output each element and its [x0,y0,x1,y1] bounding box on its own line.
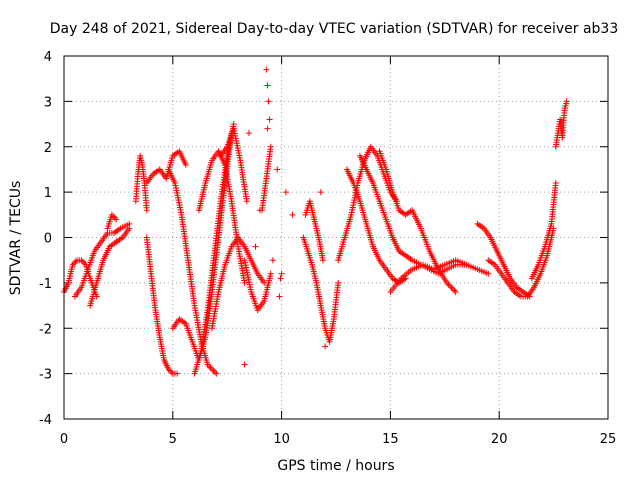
y-tick-label: 4 [44,50,52,65]
data-point [322,343,329,350]
data-point [243,198,250,205]
data-point [264,125,271,132]
x-tick-label: 15 [382,432,399,447]
data-point [266,116,273,123]
data-point [211,369,218,376]
data-point [265,98,272,105]
data-point [263,66,270,73]
data-point [113,216,120,223]
data-point [278,270,285,277]
data-point [448,284,455,291]
x-tick-label: 5 [169,432,177,447]
data-point [451,287,458,294]
y-tick-label: -3 [39,368,52,383]
data-point [449,285,456,292]
data-point [289,211,296,218]
data-point [452,288,459,295]
data-point [485,270,492,277]
y-tick-labels: -4 -3 -2 -1 0 1 2 3 4 [39,50,52,428]
x-axis-label: GPS time / hours [277,458,394,474]
data-point [317,189,324,196]
y-tick-label: -2 [39,322,52,337]
data-point [213,370,220,377]
y-tick-label: 2 [44,141,52,156]
data-point [563,98,570,105]
x-tick-label: 0 [60,432,68,447]
data-point [319,257,326,264]
x-tick-labels: 0 5 10 15 20 25 [60,432,616,447]
data-point [282,189,289,196]
data-point [111,214,118,221]
y-tick-label: 0 [44,232,52,247]
data-point [168,369,175,376]
data-point [264,82,271,89]
data-points [61,66,570,377]
data-point [335,279,342,286]
data-point [445,281,452,288]
data-point [446,282,453,289]
data-point [267,143,274,150]
data-point [256,207,263,214]
y-tick-label: 3 [44,95,52,110]
x-tick-label: 20 [491,432,508,447]
data-point [274,166,281,173]
data-point [182,161,189,168]
data-point [174,370,181,377]
data-point [252,243,259,250]
data-point [241,361,248,368]
data-point [207,364,214,371]
data-point [552,180,559,187]
data-point [143,207,150,214]
y-axis-label: SDTVAR / TECUs [8,181,24,296]
plot-frame [63,55,609,420]
data-point [210,367,217,374]
y-tick-label: 1 [44,186,52,201]
data-point [277,275,284,282]
data-point [79,258,86,265]
y-tick-label: -4 [39,413,52,428]
x-tick-label: 10 [273,432,290,447]
data-point [245,130,252,137]
data-point [126,225,133,232]
chart-title: Day 248 of 2021, Sidereal Day-to-day VTE… [50,21,619,37]
data-point [241,279,248,286]
data-point [72,258,79,265]
data-point [267,270,274,277]
data-point [276,293,283,300]
y-tick-label: -1 [39,277,52,292]
data-point [269,257,276,264]
data-point [208,366,215,373]
x-tick-label: 25 [600,432,617,447]
